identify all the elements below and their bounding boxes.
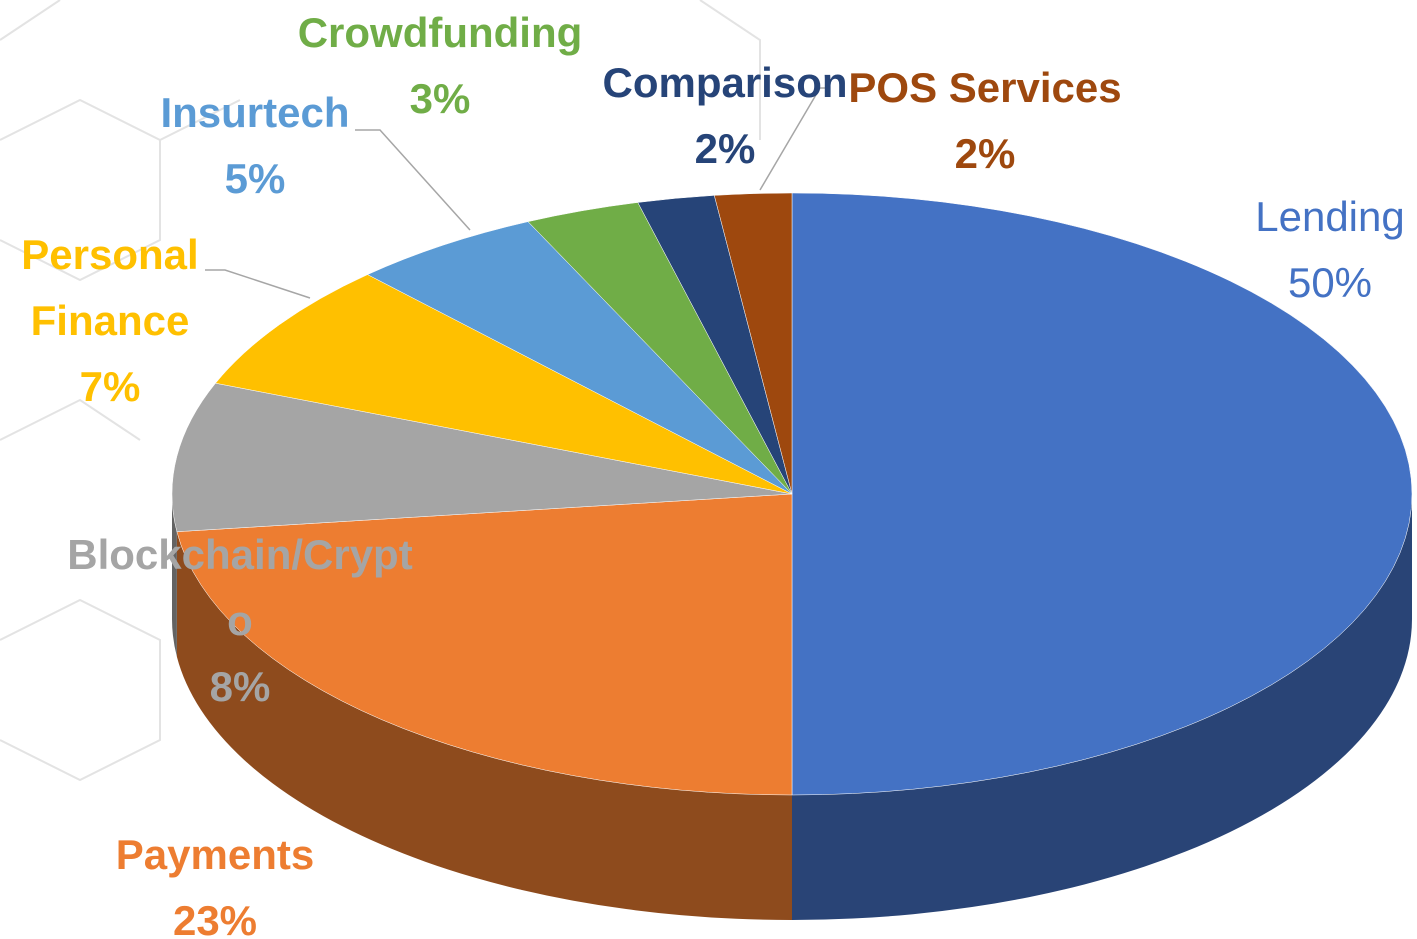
data-label: POS Services 2%: [830, 55, 1140, 187]
data-label: Payments 23%: [80, 822, 350, 939]
leader-line: [205, 269, 311, 299]
label-percent: 7%: [79, 363, 141, 410]
label-percent: 8%: [209, 663, 271, 710]
slice: [367, 221, 793, 495]
hex-lines: [0, 0, 761, 782]
data-label: Lending 50%: [1230, 184, 1417, 316]
slice-side: [792, 494, 1412, 920]
data-label: Crowdfunding 3%: [295, 0, 585, 132]
data-label: Blockchain/Crypto 8%: [55, 522, 425, 720]
slice-side: [172, 494, 177, 657]
label-percent: 5%: [224, 155, 286, 202]
slice: [176, 493, 793, 796]
slice: [215, 274, 793, 495]
label-name: POS Services: [848, 64, 1122, 111]
data-label: Comparison 2%: [585, 50, 865, 182]
background-pattern: [0, 0, 761, 782]
label-percent: 3%: [409, 75, 471, 122]
data-label: Personal Finance 7%: [10, 222, 210, 420]
label-percent: 2%: [954, 130, 1016, 177]
label-name: Payments: [115, 831, 315, 878]
label-percent: 2%: [694, 125, 756, 172]
label-name: Insurtech: [160, 89, 350, 136]
label-percent: 50%: [1287, 259, 1373, 306]
slice-side: [176, 531, 792, 920]
slice: [171, 382, 793, 532]
label-name: Crowdfunding: [297, 9, 583, 56]
label-name: Personal Finance: [21, 231, 199, 344]
slice: [791, 192, 1413, 796]
label-name: Lending: [1255, 193, 1405, 240]
label-name: Comparison: [602, 59, 848, 106]
leader-line: [759, 87, 830, 191]
leader-lines: [205, 87, 830, 299]
label-name: Blockchain/Crypto: [67, 531, 413, 644]
leader-line: [355, 129, 471, 231]
data-label: Insurtech 5%: [140, 80, 370, 212]
label-percent: 23%: [172, 897, 258, 939]
slice: [713, 192, 793, 495]
